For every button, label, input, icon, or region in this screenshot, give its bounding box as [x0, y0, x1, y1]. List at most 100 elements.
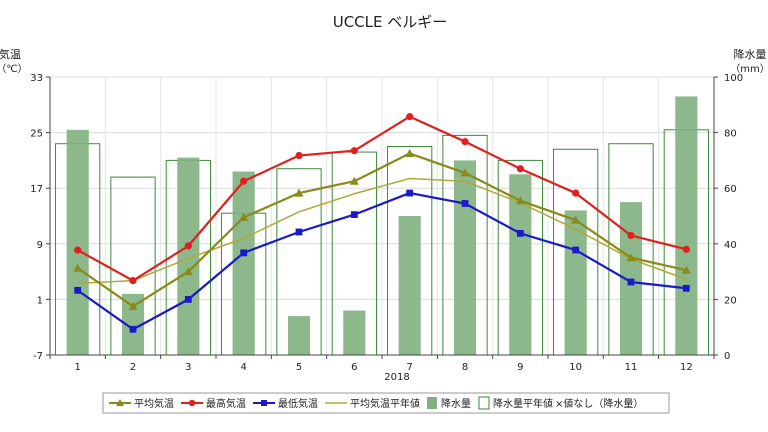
min-temp-point — [129, 325, 137, 333]
max-temp-legend-label: 最高気温 — [206, 397, 246, 410]
avg-temp-legend-label: 平均気温 — [134, 397, 174, 410]
left-tick-label: 33 — [30, 73, 43, 84]
x-tick-label: 9 — [517, 362, 523, 373]
min-temp-line — [77, 191, 687, 331]
precip-normal-legend-swatch — [478, 396, 490, 410]
precip-bar — [509, 174, 532, 355]
left-tick-label: 1 — [37, 295, 43, 306]
max-temp-point — [516, 165, 524, 173]
avg-temp-point — [405, 148, 415, 157]
min-temp-point — [682, 284, 690, 292]
left-tick-label: 25 — [30, 129, 43, 140]
x-tick-label: 6 — [351, 362, 357, 373]
x-tick-label: 11 — [625, 362, 638, 373]
avg-temp-point — [294, 188, 304, 197]
max-temp-line — [77, 115, 687, 282]
legend: 平均気温 最高気温 最低気温 平均気温平年値 降水量 降水量平年値 ×値なし（降水量） — [102, 392, 670, 414]
left-axis-unit: （℃） — [0, 63, 28, 75]
x-tick-label: 12 — [680, 362, 693, 373]
avg-temp-point — [183, 267, 193, 276]
precip-legend-label: 降水量 — [441, 397, 471, 410]
max-temp-point — [682, 245, 690, 253]
avg-temp-line — [77, 152, 687, 308]
min-temp-point — [74, 286, 82, 294]
left-tick-label: 9 — [37, 240, 43, 251]
precip-bar — [675, 96, 698, 356]
avg-temp-point — [681, 265, 691, 274]
x-tick-label: 7 — [406, 362, 412, 373]
right-tick-label: 60 — [724, 184, 737, 195]
min-temp-point — [406, 189, 414, 197]
max-temp-point — [295, 151, 303, 160]
precip-bar — [287, 316, 311, 355]
min-temp-point — [240, 249, 248, 257]
min-temp-point — [461, 200, 469, 207]
max-temp-point — [406, 113, 414, 121]
right-axis-label: 降水量 — [734, 47, 767, 61]
min-temp-point — [350, 211, 358, 219]
precip-normal-legend-label: 降水量平年値 — [493, 397, 553, 410]
legend-box — [102, 392, 670, 414]
avg-temp-point — [349, 176, 359, 185]
max-temp-legend-marker — [188, 399, 196, 407]
x-tick-label: 3 — [185, 362, 191, 373]
grid — [49, 76, 715, 356]
max-temp-point — [461, 138, 469, 146]
x-tick-label: 5 — [296, 362, 302, 373]
avg-temp-point — [626, 253, 636, 262]
precip-bar — [398, 216, 421, 355]
avg-temp-point — [460, 168, 470, 177]
right-tick-label: 20 — [724, 295, 737, 306]
avg-temp-point — [239, 212, 249, 221]
precipitation-bars — [55, 96, 709, 356]
max-temp-point — [129, 277, 137, 285]
precip-bar — [232, 171, 255, 355]
left-tick-label: 17 — [30, 184, 43, 195]
right-tick-label: 100 — [724, 73, 743, 84]
min-temp-legend-marker — [261, 400, 267, 406]
precip-bar — [66, 129, 89, 355]
avg-temp-point — [73, 263, 83, 272]
max-temp-point — [74, 246, 82, 254]
precip-bar — [177, 157, 200, 355]
min-temp-point — [627, 278, 635, 286]
max-temp-point — [184, 242, 192, 250]
precip-bar — [343, 310, 366, 355]
max-temp-point — [350, 147, 358, 155]
avg-temp-normal-line — [77, 177, 687, 285]
min-temp-point — [516, 229, 524, 237]
min-temp-legend-label: 最低気温 — [278, 397, 318, 410]
right-tick-label: 0 — [724, 351, 730, 362]
max-temp-point — [240, 177, 248, 185]
x-axis-label: 2018 — [384, 372, 409, 383]
left-axis-label: 気温 — [0, 47, 21, 61]
min-temp-point — [184, 296, 192, 303]
right-axis-unit: （mm） — [730, 63, 768, 75]
precip-bar — [619, 202, 643, 355]
avg-temp-legend-marker — [116, 399, 124, 406]
left-tick-label: -7 — [33, 351, 43, 362]
avg-temp-normal-legend-label: 平均気温平年値 — [350, 397, 420, 410]
max-temp-point — [627, 231, 635, 240]
min-temp-point — [572, 246, 580, 254]
precip-bar — [564, 210, 587, 355]
precip-legend-swatch — [427, 397, 437, 409]
chart-title: UCCLE ベルギー — [333, 13, 448, 31]
max-temp-point — [572, 189, 580, 197]
x-tick-label: 2 — [130, 362, 136, 373]
avg-temp-point — [515, 196, 525, 205]
precip-bar — [121, 293, 145, 355]
avg-temp-point — [128, 301, 138, 310]
right-tick-label: 80 — [724, 129, 737, 140]
avg-temp-point — [571, 215, 581, 224]
temperature-lines — [73, 113, 691, 333]
missing-value-note: ×値なし（降水量） — [555, 397, 643, 410]
x-tick-label: 4 — [240, 362, 246, 373]
x-tick-label: 10 — [569, 362, 582, 373]
precip-bar — [453, 160, 477, 355]
right-tick-label: 40 — [724, 240, 737, 251]
x-tick-label: 1 — [74, 362, 80, 373]
x-tick-label: 8 — [462, 362, 468, 373]
